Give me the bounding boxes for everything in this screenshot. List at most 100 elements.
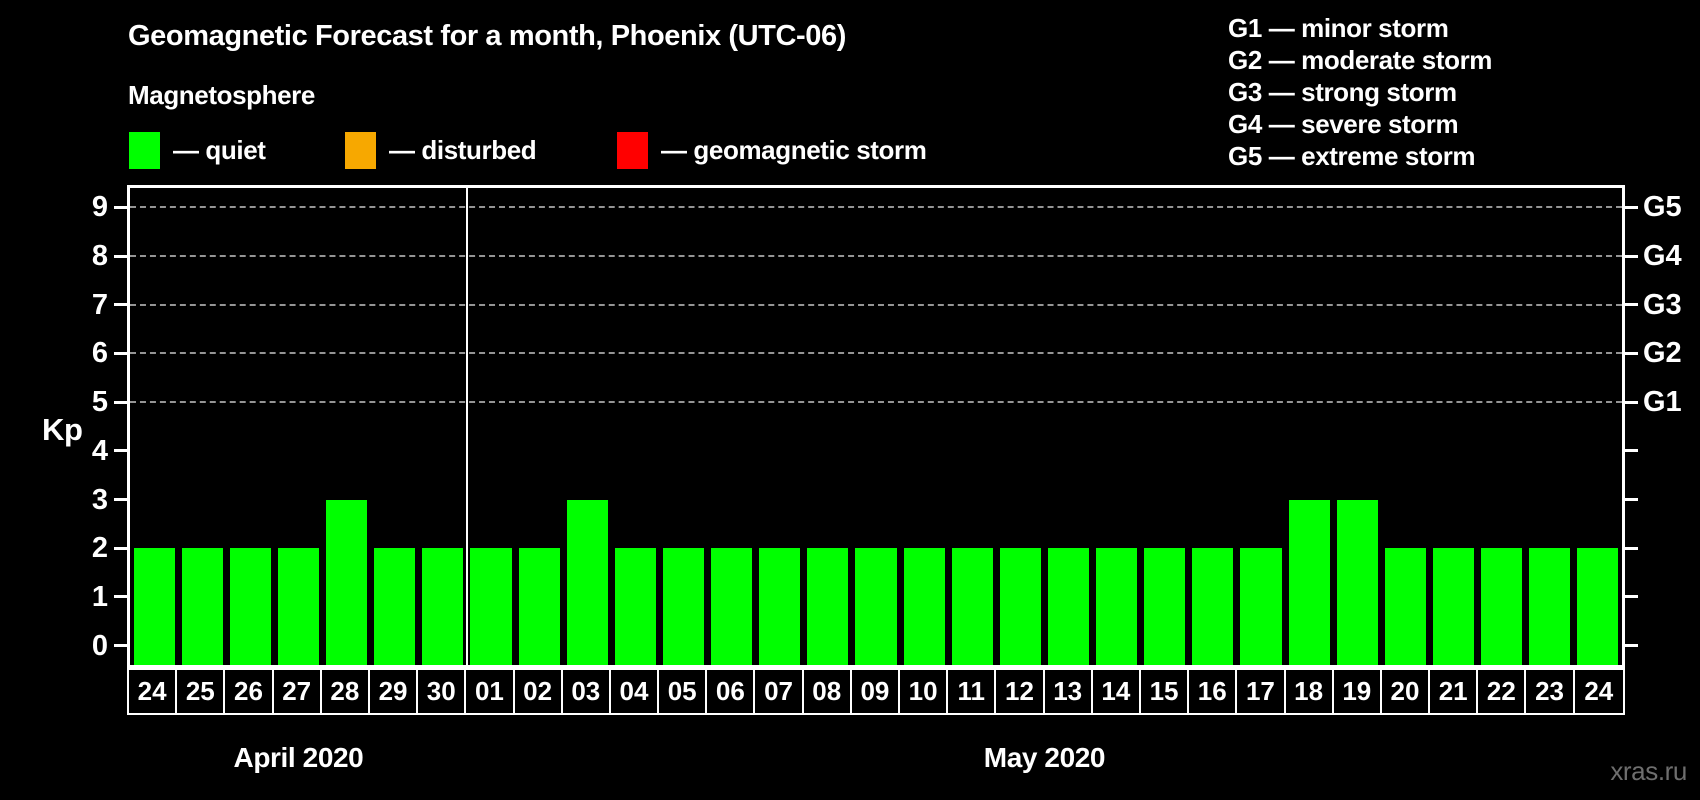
y-axis-title-kp: Kp [42, 412, 83, 447]
kp-bar-14 [1096, 548, 1138, 665]
kp-bar-12 [999, 548, 1041, 665]
kp-bar-04 [614, 548, 656, 665]
y-tick-8 [114, 254, 127, 258]
month-label: May 2020 [983, 742, 1106, 773]
right-tick-8 [1625, 254, 1638, 258]
watermark: xras.ru [1610, 756, 1687, 786]
date-cell-02: 02 [515, 670, 563, 713]
kp-bar-24 [1577, 548, 1619, 665]
date-cell-22: 22 [1478, 670, 1527, 713]
kp-bar-30 [422, 548, 464, 665]
kp-bar-11 [951, 548, 993, 665]
kp-bar-21 [1432, 548, 1475, 665]
date-cell-18: 18 [1286, 670, 1334, 713]
date-cell-27: 27 [274, 670, 322, 713]
grid-line-kp9 [130, 206, 1622, 209]
kp-bar-06 [711, 548, 753, 665]
page-title: Geomagnetic Forecast for a month, Phoeni… [128, 20, 846, 52]
date-cell-28: 28 [322, 670, 370, 713]
y-tick-2 [114, 546, 127, 550]
date-cell-01: 01 [466, 670, 515, 713]
right-tick-7 [1625, 303, 1638, 307]
month-divider [465, 188, 468, 665]
g-axis-label-G5: G5 [1643, 191, 1682, 224]
kp-bar-20 [1384, 548, 1426, 665]
legend-label-disturbed: — disturbed [389, 134, 537, 165]
date-axis: 24 25 26 27 28 29 30 01 02 03 04 05 06 07 08 09 10 11 12 13… [127, 668, 1625, 715]
date-cell-15: 15 [1141, 670, 1190, 713]
date-cell-11: 11 [948, 670, 997, 713]
date-cell-20: 20 [1382, 670, 1431, 713]
g-axis-label-G3: G3 [1643, 288, 1682, 321]
kp-bar-03 [566, 499, 608, 665]
y-tick-3 [114, 498, 127, 501]
y-tick-6 [114, 351, 127, 355]
date-cell-08: 08 [804, 670, 852, 713]
date-cell-29: 29 [370, 670, 419, 713]
y-tick-label-3: 3 [91, 483, 108, 516]
g1-legend-line: G1 — minor storm [1228, 13, 1449, 43]
date-cell-13: 13 [1045, 670, 1093, 713]
grid-line-kp5 [130, 401, 1622, 404]
y-tick-label-7: 7 [91, 288, 108, 321]
legend-item-disturbed: — disturbed [345, 131, 537, 169]
right-tick-4 [1625, 449, 1638, 453]
kp-bar-27 [277, 548, 319, 665]
quiet-color-swatch [129, 131, 160, 169]
y-tick-label-0: 0 [91, 629, 108, 662]
y-tick-label-6: 6 [91, 337, 108, 370]
g-axis-label-G4: G4 [1643, 240, 1682, 273]
date-cell-03: 03 [563, 670, 611, 713]
date-cell-17: 17 [1237, 670, 1286, 713]
date-cell-24: 24 [129, 670, 178, 713]
kp-bar-28 [326, 499, 368, 665]
y-tick-4 [114, 449, 127, 453]
kp-bar-25 [181, 548, 223, 665]
g2-legend-line: G2 — moderate storm [1228, 45, 1493, 75]
g-scale-legend: G1 — minor storm G2 — moderate storm G3 … [1228, 12, 1492, 172]
kp-bar-01 [470, 548, 512, 665]
right-tick-9 [1625, 205, 1638, 209]
grid-line-kp7 [130, 303, 1622, 306]
kp-bar-08 [807, 548, 849, 665]
y-tick-label-9: 9 [91, 191, 108, 224]
y-tick-9 [114, 205, 127, 209]
plot-area: 0 1 2 3 4 5 6 7 8 9 G5 G4 G3 G2 G1 [92, 185, 1682, 668]
kp-bar-23 [1529, 548, 1571, 665]
g5-legend-line: G5 — extreme storm [1228, 141, 1476, 171]
y-tick-7 [114, 303, 127, 307]
kp-bar-13 [1047, 548, 1090, 665]
kp-bar-24 [133, 548, 175, 665]
right-tick-3 [1625, 498, 1638, 501]
date-cell-25: 25 [177, 670, 226, 713]
date-cell-05: 05 [659, 670, 708, 713]
kp-bar-19 [1336, 499, 1378, 665]
magnetosphere-label: Magnetosphere [128, 80, 315, 110]
right-tick-0 [1625, 644, 1638, 648]
kp-bar-07 [759, 548, 801, 665]
g3-legend-line: G3 — strong storm [1228, 77, 1457, 107]
y-tick-label-8: 8 [91, 240, 108, 273]
y-tick-label-4: 4 [91, 434, 108, 467]
y-tick-label-5: 5 [91, 386, 108, 419]
kp-bar-16 [1192, 548, 1234, 665]
date-cell-14: 14 [1093, 670, 1141, 713]
date-cell-23: 23 [1526, 670, 1575, 713]
legend-item-storm: — geomagnetic storm [617, 131, 927, 169]
right-tick-5 [1625, 400, 1638, 404]
kp-bar-02 [518, 548, 560, 665]
kp-bar-05 [662, 548, 705, 665]
right-tick-6 [1625, 351, 1638, 355]
month-label: April 2020 [233, 742, 364, 773]
date-cell-07: 07 [755, 670, 804, 713]
g-axis-label-G2: G2 [1643, 337, 1682, 370]
date-cell-26: 26 [225, 670, 274, 713]
storm-color-swatch [617, 131, 648, 169]
grid-line-kp6 [130, 352, 1622, 355]
kp-bar-10 [903, 548, 945, 665]
kp-bar-18 [1288, 499, 1330, 665]
y-tick-1 [114, 595, 127, 599]
date-cell-16: 16 [1189, 670, 1238, 713]
date-cell-30: 30 [418, 670, 467, 713]
